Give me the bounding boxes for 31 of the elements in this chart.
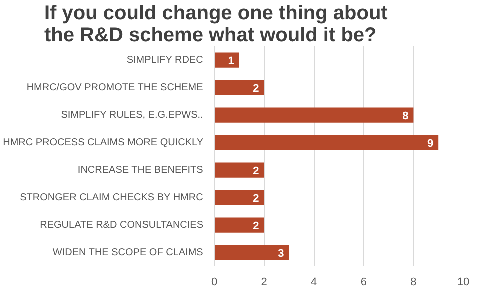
bar [214,190,264,206]
y-tick-label: WIDEN THE SCOPE OF CLAIMS [52,247,204,258]
y-tick-label: HMRC PROCESS CLAIMS MORE QUICKLY [3,137,204,148]
bar [214,80,264,96]
chart-title: If you could change one thing about the R&D scheme what would it be? [44,2,388,46]
data-label: 2 [253,220,260,232]
x-tick-label: 6 [360,276,367,288]
bar [214,162,264,178]
y-tick-label: SIMPLIFY RULES, E.G.EPWS.. [61,110,204,121]
data-label: 2 [253,165,260,178]
bar [214,108,414,123]
y-tick-label: SIMPLIFY RDEC [126,54,204,66]
x-tick-label: 2 [261,276,268,288]
x-tick-label: 4 [311,276,318,288]
data-label: 8 [402,110,409,122]
y-tick-label: REGULATE R&D CONSULTANCIES [40,220,204,231]
bar [214,245,290,260]
data-label: 2 [253,192,260,205]
y-tick-label: STRONGER CLAIM CHECKS BY HMRC [20,192,204,204]
data-label: 9 [427,138,434,150]
data-label: 3 [278,248,284,260]
y-tick-label: HMRC/GOV PROMOTE THE SCHEME [26,82,204,94]
bar [214,52,240,68]
data-label: 2 [253,82,260,95]
bar [214,218,264,233]
data-label: 1 [228,55,234,68]
bar [214,135,439,150]
x-tick-label: 0 [211,276,218,288]
y-tick-label: INCREASE THE BENEFITS [78,164,204,176]
x-tick-label: 8 [410,276,417,288]
x-tick-label: 10 [457,276,470,288]
